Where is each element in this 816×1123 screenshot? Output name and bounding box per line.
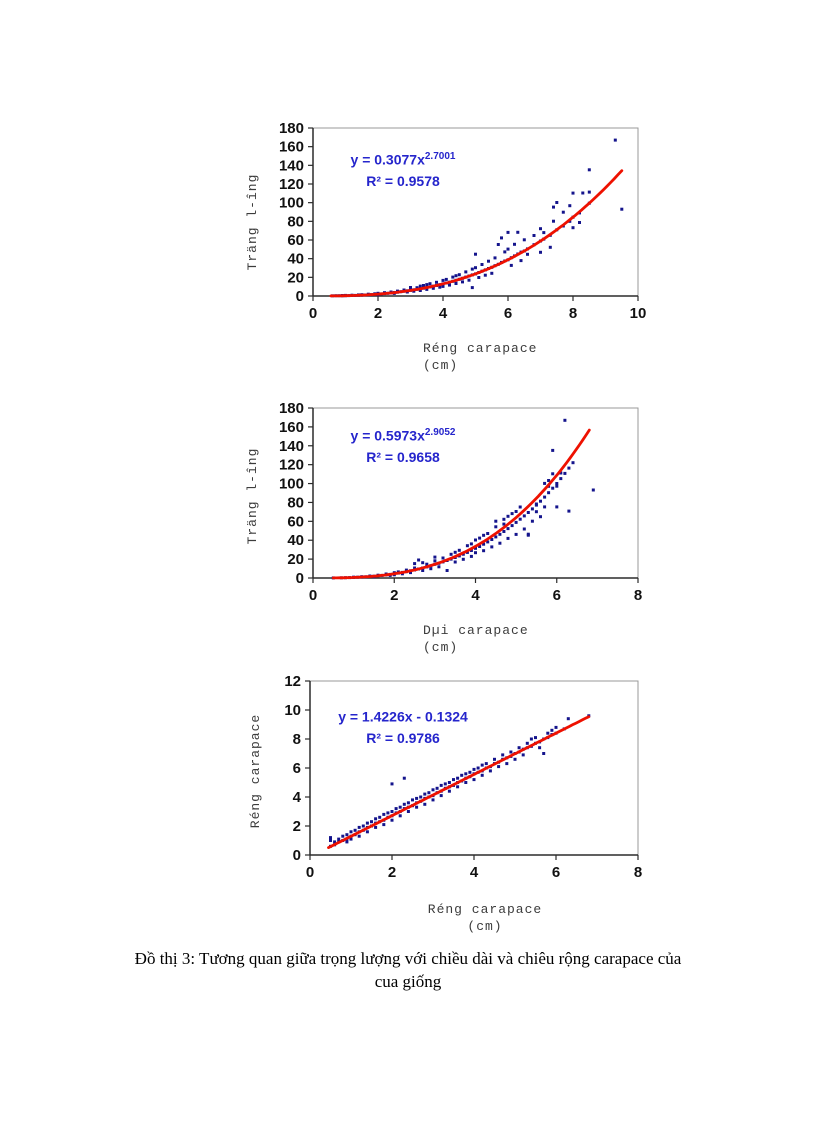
figure-caption: Đồ thị 3: Tương quan giữa trọng lượng vớ… bbox=[40, 947, 776, 993]
y-tick-label: 0 bbox=[293, 847, 301, 864]
x-tick-label: 6 bbox=[552, 864, 560, 881]
y-tick-label: 60 bbox=[287, 232, 304, 249]
trendline bbox=[331, 428, 591, 580]
y-tick-label: 6 bbox=[293, 760, 301, 777]
y-tick-label: 80 bbox=[287, 213, 304, 230]
y-tick-label: 8 bbox=[293, 731, 301, 748]
y-tick-label: 120 bbox=[279, 176, 304, 193]
caption-line-2: cua giống bbox=[374, 972, 442, 991]
chart-weight-vs-carapace-length: Träng l-îng 0 20 40 60 80 100 120 140 160 180 0 2 4 6… bbox=[230, 400, 660, 660]
trendline bbox=[329, 169, 624, 298]
equation-exponent: 2.7001 bbox=[424, 151, 456, 162]
x-tick-label: 6 bbox=[553, 587, 561, 604]
y-tick-label: 60 bbox=[287, 513, 304, 530]
x-axis-title: Réng carapace (cm) bbox=[423, 340, 537, 374]
r-squared-line: R² = 0.9578 bbox=[366, 172, 440, 189]
equation-base: y = 0.3077x bbox=[350, 151, 425, 168]
x-tick-label: 4 bbox=[470, 864, 479, 881]
x-tick-label: 0 bbox=[309, 305, 317, 322]
x-axis-unit: (cm) bbox=[423, 640, 459, 655]
x-axis-title-text: Réng carapace bbox=[423, 341, 538, 356]
y-tick-label: 160 bbox=[279, 139, 304, 156]
x-tick-label: 6 bbox=[504, 305, 512, 322]
y-tick-label: 20 bbox=[287, 551, 304, 568]
x-tick-label: 0 bbox=[306, 864, 314, 881]
equation-line: y = 0.5973x2.9052 bbox=[318, 422, 488, 447]
x-tick-label: 4 bbox=[439, 305, 448, 322]
x-axis-title: Réng carapace (cm) bbox=[395, 901, 575, 935]
equation-line: y = 1.4226x - 0.1324 bbox=[318, 703, 488, 728]
r-squared-line: R² = 0.9658 bbox=[366, 448, 440, 465]
caption-line-1: Đồ thị 3: Tương quan giữa trọng lượng vớ… bbox=[134, 949, 682, 968]
chart-weight-vs-carapace-width: Träng l-îng 0 20 40 60 80 100 120 140 160 180 0 2 4 6… bbox=[230, 120, 660, 380]
x-axis: 0 2 4 6 8 bbox=[306, 854, 642, 881]
y-tick-label: 40 bbox=[287, 532, 304, 549]
y-tick-label: 100 bbox=[279, 195, 304, 212]
r-squared-line: R² = 0.9786 bbox=[366, 729, 440, 746]
x-axis: 0 2 4 6 8 10 bbox=[309, 295, 647, 322]
x-tick-label: 8 bbox=[569, 305, 577, 322]
x-tick-label: 4 bbox=[471, 587, 480, 604]
y-tick-label: 140 bbox=[279, 438, 304, 455]
equation-annotation: y = 0.5973x2.9052 R² = 0.9658 bbox=[318, 422, 488, 468]
y-tick-label: 4 bbox=[293, 789, 302, 806]
y-axis: 0 2 4 6 8 10 12 bbox=[284, 673, 311, 864]
x-tick-label: 2 bbox=[390, 587, 398, 604]
equation-annotation: y = 0.3077x2.7001 R² = 0.9578 bbox=[318, 146, 488, 192]
y-tick-label: 140 bbox=[279, 157, 304, 174]
equation-line: y = 0.3077x2.7001 bbox=[318, 146, 488, 171]
equation-annotation: y = 1.4226x - 0.1324 R² = 0.9786 bbox=[318, 703, 488, 749]
equation-base: y = 1.4226x - 0.1324 bbox=[338, 708, 468, 725]
x-tick-label: 2 bbox=[388, 864, 396, 881]
y-tick-label: 180 bbox=[279, 120, 304, 137]
y-tick-label: 2 bbox=[293, 818, 301, 835]
x-tick-label: 8 bbox=[634, 864, 642, 881]
x-axis: 0 2 4 6 8 bbox=[309, 577, 642, 604]
y-tick-label: 12 bbox=[284, 673, 301, 690]
x-axis-title: Dµi carapace (cm) bbox=[423, 622, 529, 656]
x-tick-label: 8 bbox=[634, 587, 642, 604]
y-tick-label: 100 bbox=[279, 476, 304, 493]
y-tick-label: 180 bbox=[279, 400, 304, 417]
x-axis-title-text: Dµi carapace bbox=[423, 623, 529, 638]
x-tick-label: 10 bbox=[630, 305, 647, 322]
y-tick-label: 0 bbox=[296, 570, 304, 587]
y-tick-label: 40 bbox=[287, 251, 304, 268]
y-tick-label: 80 bbox=[287, 494, 304, 511]
y-tick-label: 20 bbox=[287, 269, 304, 286]
y-tick-label: 10 bbox=[284, 702, 301, 719]
chart-canvas: 0 2 4 6 8 10 12 0 2 4 6 8 bbox=[284, 673, 642, 881]
x-axis-unit: (cm) bbox=[467, 919, 503, 934]
equation-base: y = 0.5973x bbox=[350, 427, 425, 444]
x-axis-unit: (cm) bbox=[423, 358, 459, 373]
y-tick-label: 0 bbox=[296, 288, 304, 305]
x-tick-label: 0 bbox=[309, 587, 317, 604]
x-tick-label: 2 bbox=[374, 305, 382, 322]
y-tick-label: 160 bbox=[279, 419, 304, 436]
y-tick-label: 120 bbox=[279, 457, 304, 474]
trendline bbox=[327, 715, 591, 849]
equation-exponent: 2.9052 bbox=[424, 427, 456, 438]
chart-width-vs-length: Réng carapace 0 2 4 6 8 10 12 0 2 4 6 8 y = 1.4226x… bbox=[230, 673, 660, 941]
x-axis-title-text: Réng carapace bbox=[427, 902, 543, 917]
